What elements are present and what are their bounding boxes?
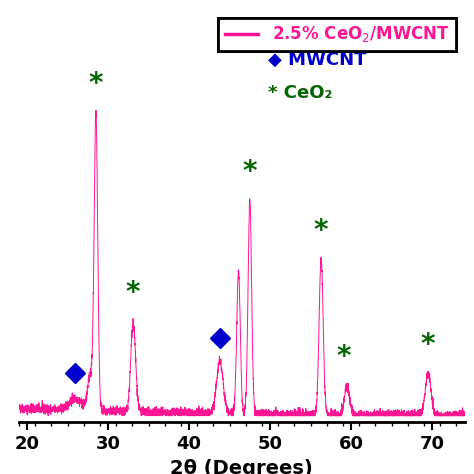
Text: *: *	[243, 158, 257, 186]
Text: ◆ MWCNT: ◆ MWCNT	[268, 51, 367, 69]
Text: * CeO₂: * CeO₂	[268, 84, 333, 102]
Text: *: *	[421, 331, 435, 359]
X-axis label: 2θ (Degrees): 2θ (Degrees)	[170, 459, 313, 474]
Text: *: *	[314, 217, 328, 245]
Legend: 2.5% CeO$_2$/MWCNT: 2.5% CeO$_2$/MWCNT	[219, 18, 456, 51]
Text: *: *	[126, 279, 140, 307]
Text: *: *	[337, 343, 351, 371]
Text: *: *	[89, 70, 103, 98]
